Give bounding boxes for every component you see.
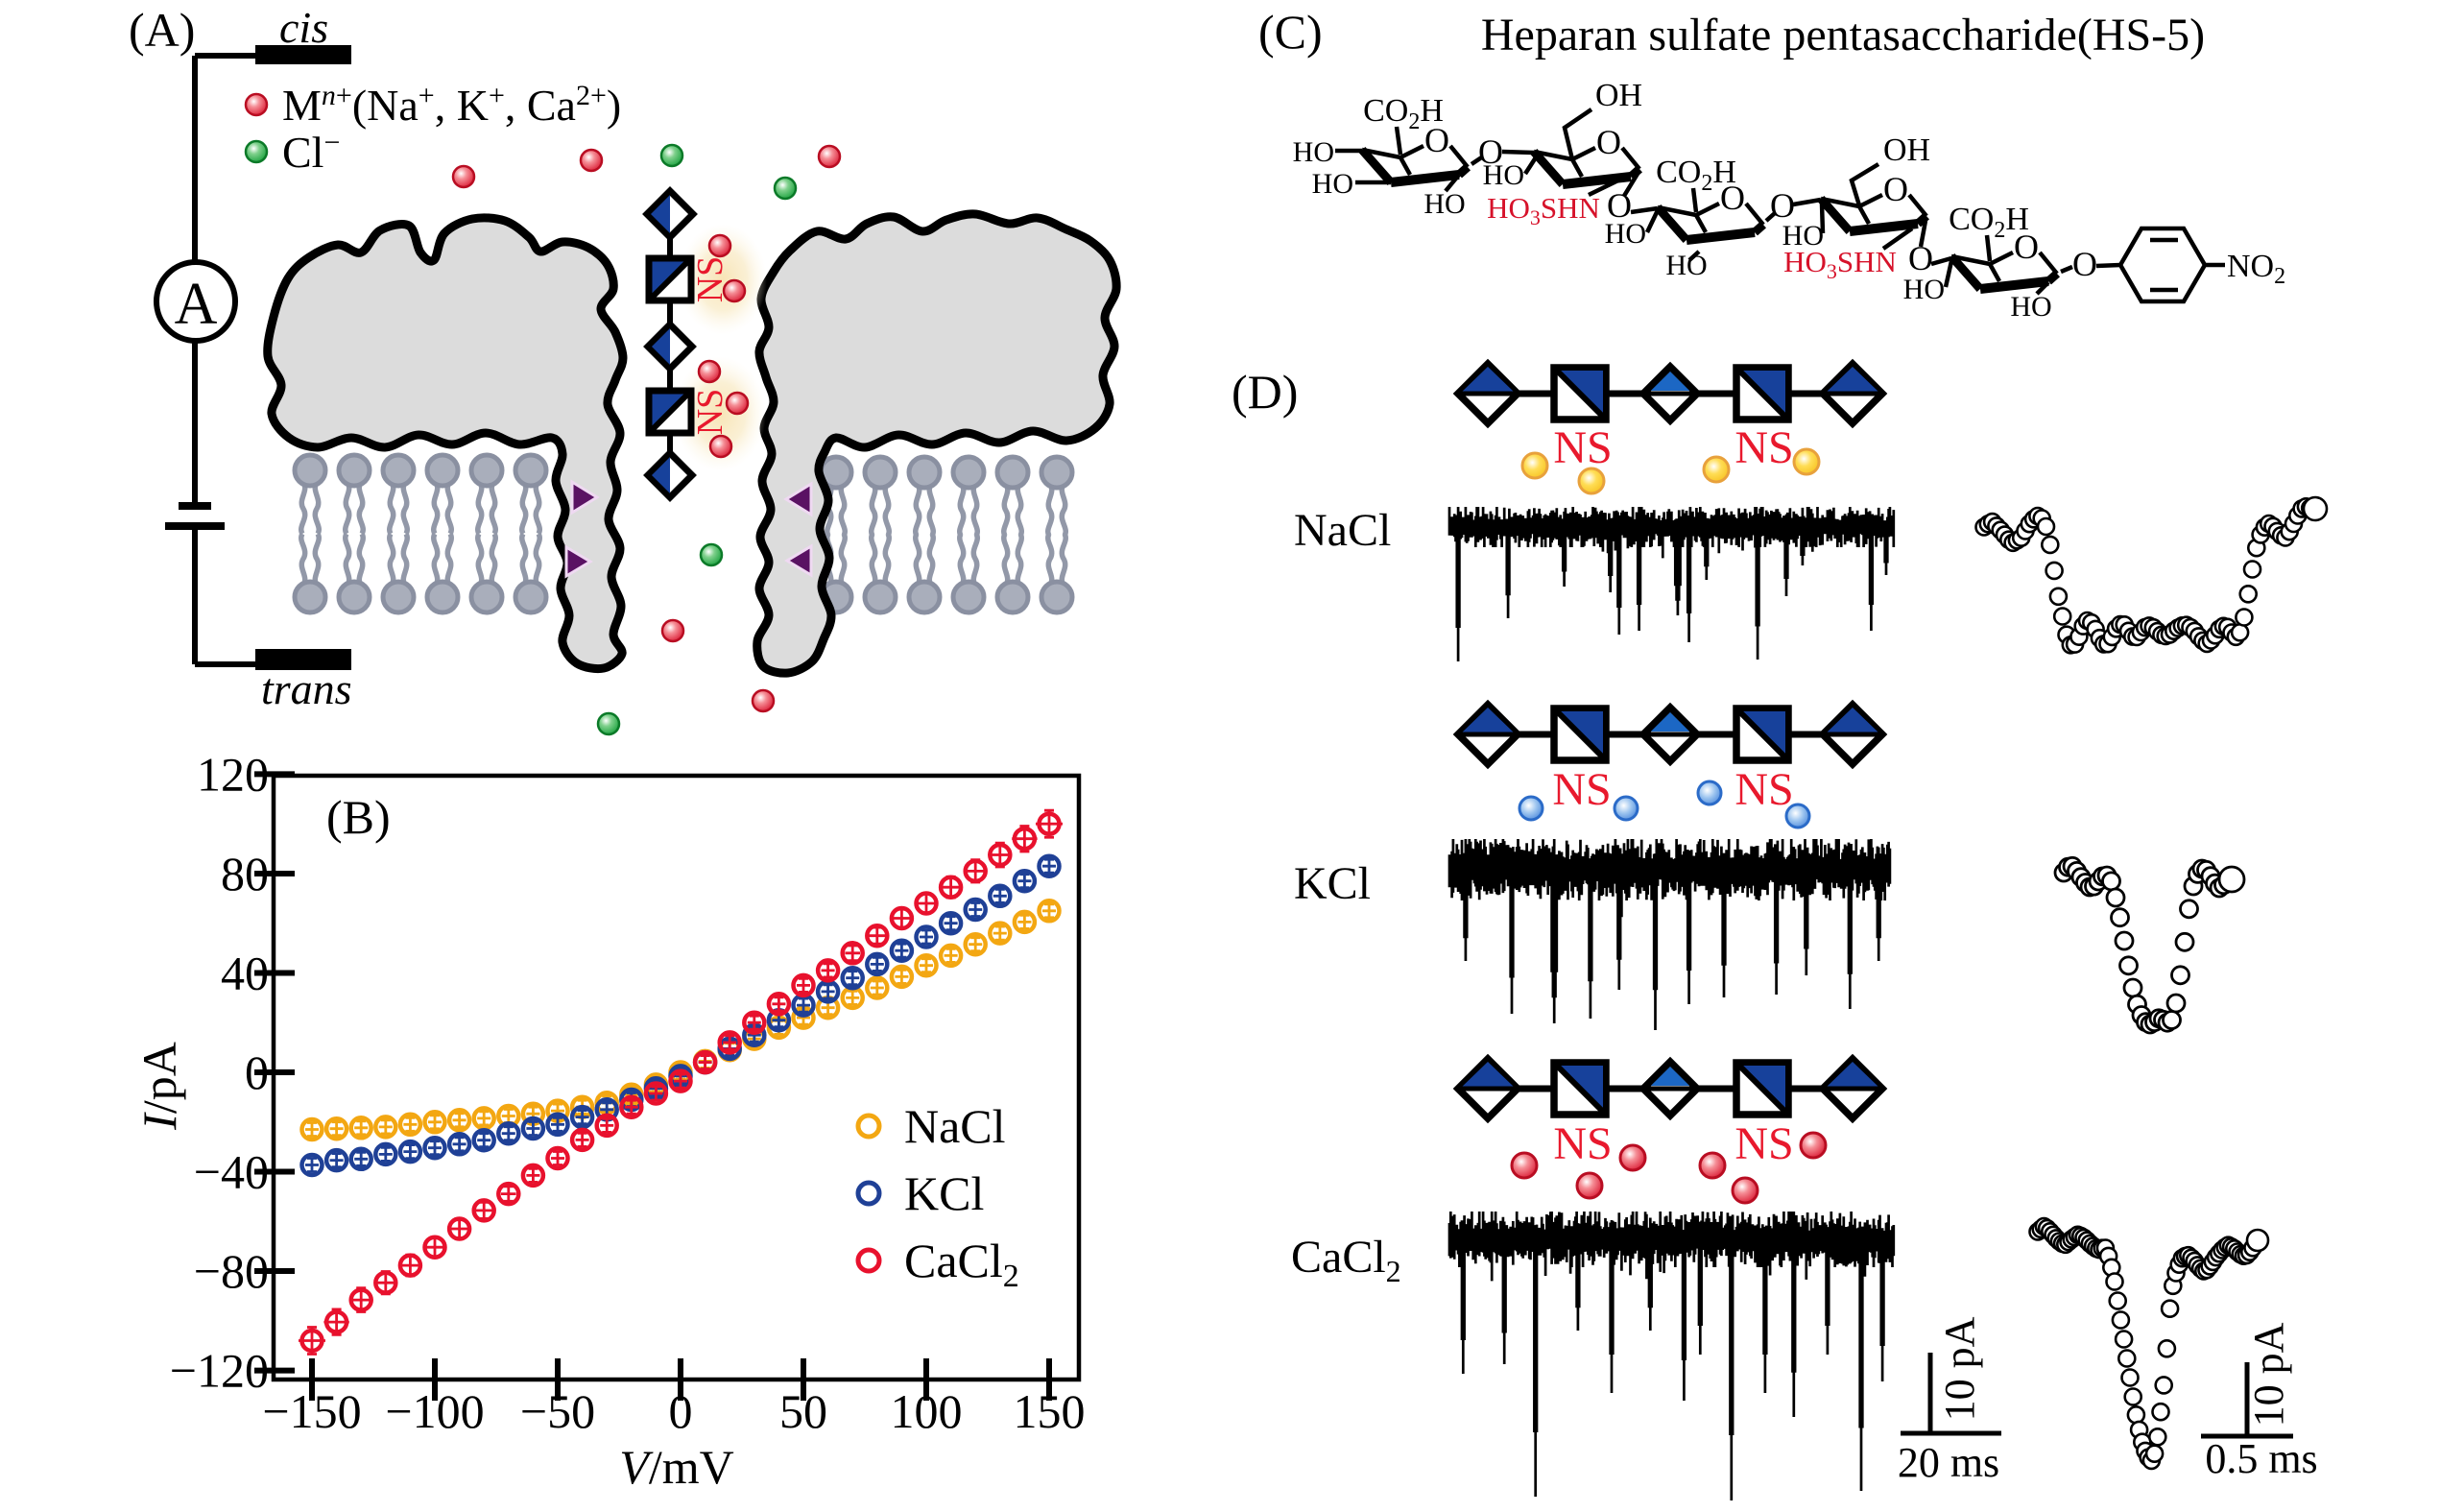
svg-text:HO: HO: [1665, 250, 1707, 281]
svg-text:O: O: [2072, 245, 2097, 283]
svg-text:OH: OH: [1883, 132, 1930, 168]
svg-text:HO3SHN: HO3SHN: [1487, 191, 1600, 229]
svg-text:HO: HO: [1483, 159, 1524, 191]
svg-text:I/pA: I/pA: [132, 1042, 186, 1131]
svg-text:cis: cis: [279, 3, 328, 52]
svg-text:10 pA: 10 pA: [1936, 1316, 1983, 1421]
svg-text:O: O: [1908, 239, 1933, 277]
svg-text:NS: NS: [690, 389, 730, 436]
svg-text:NS: NS: [1553, 1118, 1612, 1169]
svg-text:HO: HO: [1903, 274, 1945, 305]
svg-text:O: O: [1607, 186, 1632, 225]
svg-text:CaCl2: CaCl2: [1291, 1232, 1401, 1288]
svg-text:CO2H: CO2H: [1656, 155, 1736, 196]
svg-text:CaCl2: CaCl2: [904, 1234, 1019, 1294]
svg-text:0: 0: [245, 1045, 269, 1099]
svg-text:NaCl: NaCl: [1294, 505, 1391, 556]
svg-text:V/mV: V/mV: [619, 1440, 733, 1494]
svg-text:(C): (C): [1258, 5, 1323, 59]
svg-text:NS: NS: [1552, 764, 1611, 815]
svg-text:(A): (A): [129, 3, 195, 57]
svg-text:100: 100: [891, 1384, 963, 1438]
svg-text:80: 80: [221, 847, 269, 900]
svg-text:10 pA: 10 pA: [2245, 1322, 2292, 1427]
svg-text:HO: HO: [1312, 168, 1353, 200]
svg-text:NaCl: NaCl: [904, 1099, 1006, 1153]
svg-text:O: O: [1424, 121, 1449, 159]
svg-text:50: 50: [779, 1384, 827, 1438]
svg-text:Heparan sulfate pentasaccharid: Heparan sulfate pentasaccharide(HS-5): [1481, 10, 2205, 60]
svg-text:120: 120: [197, 747, 269, 801]
svg-text:HO: HO: [1293, 136, 1334, 168]
svg-text:0.5 ms: 0.5 ms: [2205, 1435, 2317, 1482]
svg-text:KCl: KCl: [904, 1166, 984, 1220]
svg-text:KCl: KCl: [1294, 858, 1371, 909]
svg-text:trans: trans: [261, 664, 352, 713]
svg-text:−120: −120: [170, 1344, 269, 1398]
svg-text:NS: NS: [1734, 1118, 1793, 1169]
svg-text:−50: −50: [520, 1384, 595, 1438]
svg-text:(B): (B): [326, 790, 391, 844]
svg-text:40: 40: [221, 946, 269, 999]
svg-text:NO2: NO2: [2227, 249, 2285, 289]
svg-text:−150: −150: [262, 1384, 361, 1438]
svg-text:A: A: [175, 272, 218, 337]
svg-text:150: 150: [1014, 1384, 1086, 1438]
svg-text:O: O: [1720, 179, 1745, 217]
svg-text:O: O: [2014, 228, 2039, 266]
svg-text:O: O: [1596, 123, 1621, 161]
svg-text:HO3SHN: HO3SHN: [1783, 245, 1897, 283]
svg-text:HO: HO: [1423, 188, 1465, 220]
svg-text:HO: HO: [1605, 218, 1646, 250]
svg-text:HO: HO: [1782, 220, 1824, 252]
svg-text:CO2H: CO2H: [1363, 93, 1444, 134]
svg-text:HO: HO: [2010, 291, 2051, 323]
svg-text:0: 0: [669, 1384, 693, 1438]
svg-text:NS: NS: [1553, 422, 1612, 473]
svg-text:NS: NS: [1734, 764, 1793, 815]
svg-text:O: O: [1883, 170, 1908, 208]
svg-text:−100: −100: [385, 1384, 484, 1438]
svg-text:(D): (D): [1232, 365, 1298, 419]
svg-text:OH: OH: [1595, 78, 1642, 113]
svg-text:−80: −80: [194, 1244, 269, 1298]
svg-text:NS: NS: [1734, 422, 1793, 473]
svg-text:20 ms: 20 ms: [1898, 1439, 1999, 1486]
svg-text:−40: −40: [194, 1145, 269, 1199]
svg-text:O: O: [1478, 132, 1503, 171]
svg-text:O: O: [1770, 186, 1795, 225]
